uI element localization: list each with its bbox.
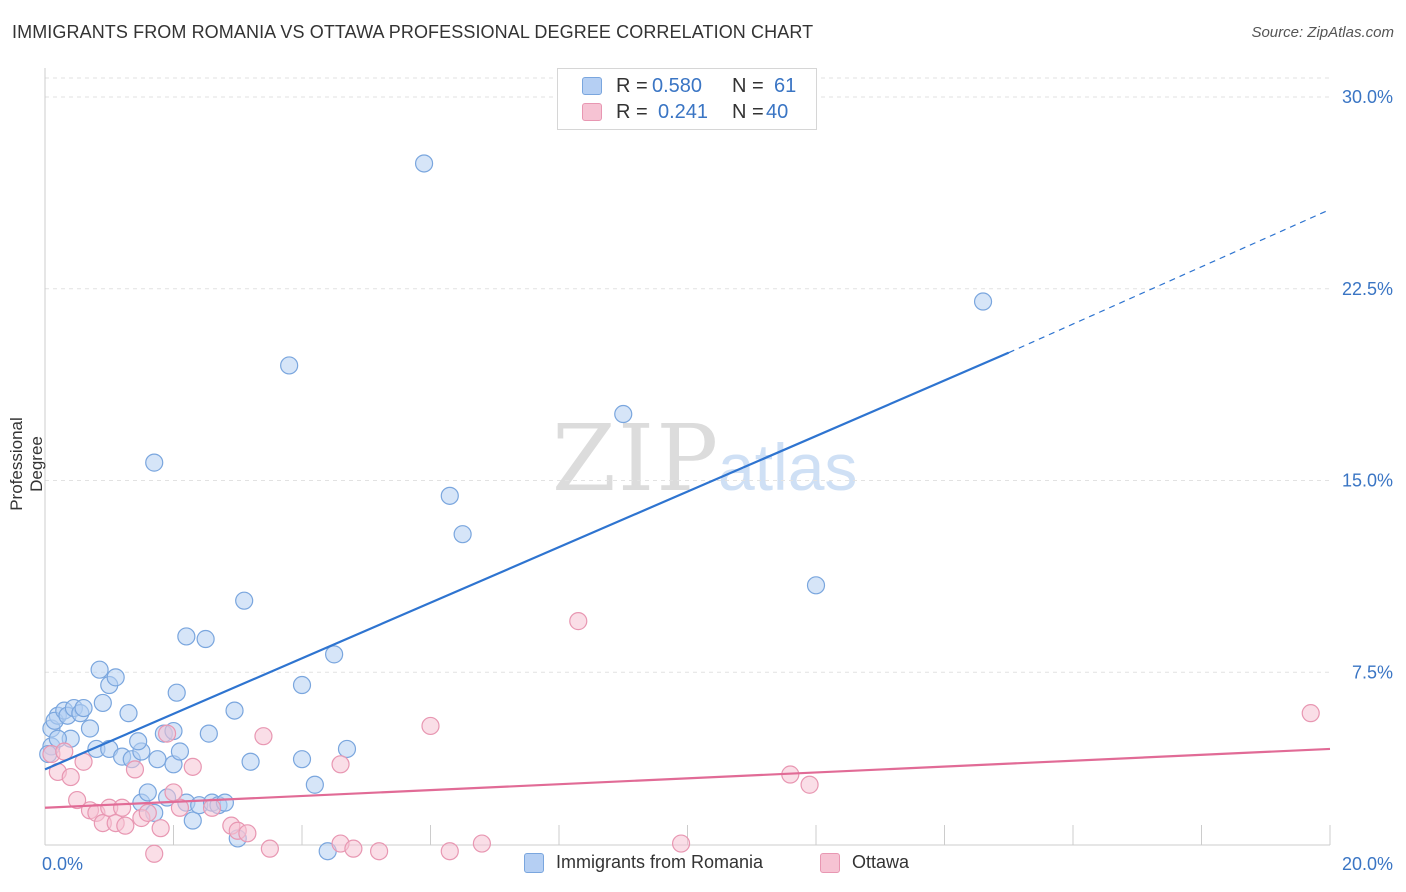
- legend-swatch-pink: [820, 853, 840, 873]
- point-romania: [74, 698, 93, 718]
- point-romania: [129, 732, 148, 751]
- point-ottawa: [116, 816, 135, 835]
- point-romania: [453, 525, 472, 544]
- point-romania: [148, 750, 167, 769]
- point-romania: [106, 668, 125, 687]
- watermark-atlas: atlas: [718, 430, 857, 504]
- point-ottawa: [157, 724, 177, 743]
- n-value: 61: [774, 75, 797, 97]
- point-ottawa: [61, 767, 80, 787]
- point-romania: [806, 576, 826, 595]
- trendline-romania: [44, 351, 1010, 771]
- y-tick-label: 7.5%: [1352, 662, 1393, 682]
- point-romania: [183, 811, 202, 830]
- source-label: Source: ZipAtlas.com: [1251, 24, 1394, 41]
- point-ottawa: [68, 790, 87, 810]
- point-ottawa: [370, 842, 389, 861]
- point-ottawa: [472, 834, 491, 853]
- point-romania: [93, 693, 112, 713]
- point-romania: [292, 750, 312, 769]
- point-ottawa: [112, 798, 132, 817]
- x-tick-label: 20.0%: [1342, 854, 1393, 874]
- point-romania: [167, 683, 186, 702]
- point-romania: [614, 404, 633, 424]
- point-romania: [973, 292, 993, 311]
- legend-label: Ottawa: [852, 852, 910, 872]
- point-ottawa: [164, 783, 183, 802]
- point-romania: [177, 627, 196, 646]
- point-romania: [305, 775, 324, 794]
- legend-label: Immigrants from Romania: [556, 852, 764, 872]
- point-ottawa: [238, 824, 257, 843]
- point-ottawa: [170, 798, 190, 817]
- point-romania: [199, 724, 218, 743]
- point-romania: [170, 742, 190, 761]
- stats-swatch-blue: [582, 77, 602, 95]
- r-label: R =: [616, 75, 648, 97]
- r-value: 0.580: [652, 75, 703, 97]
- x-tick-label: 0.0%: [42, 854, 83, 874]
- point-romania: [440, 486, 459, 505]
- point-romania: [138, 783, 157, 802]
- trendline-romania-extension: [1008, 208, 1331, 354]
- point-romania: [280, 356, 299, 375]
- y-tick-label: 15.0%: [1342, 471, 1393, 491]
- correlation-stats-box: R = 0.580 N = 61 R = 0.241 N = 40: [557, 68, 817, 130]
- point-romania: [414, 154, 434, 173]
- point-romania: [119, 704, 138, 723]
- point-ottawa: [331, 755, 350, 774]
- trendline-ottawa: [44, 747, 1331, 809]
- point-romania: [196, 629, 215, 649]
- point-ottawa: [1301, 704, 1320, 723]
- point-romania: [225, 701, 244, 720]
- watermark-zip: ZIP: [552, 405, 720, 512]
- point-romania: [337, 739, 357, 759]
- point-ottawa: [145, 844, 164, 863]
- point-ottawa: [421, 716, 440, 736]
- point-ottawa: [440, 842, 459, 861]
- r-label: R =: [616, 101, 648, 123]
- n-value: 40: [766, 101, 789, 123]
- point-ottawa: [569, 612, 588, 631]
- y-axis-title: Professional Degree: [7, 417, 46, 511]
- y-tick-label: 30.0%: [1342, 87, 1393, 107]
- y-tick-label: 22.5%: [1342, 279, 1393, 299]
- n-label: N =: [732, 75, 764, 97]
- point-romania: [145, 453, 164, 472]
- point-ottawa: [344, 839, 363, 858]
- point-romania: [241, 752, 260, 771]
- point-romania: [235, 591, 254, 610]
- point-ottawa: [138, 803, 157, 822]
- point-romania: [325, 645, 344, 664]
- point-ottawa: [202, 798, 222, 817]
- legend-swatch-blue: [524, 853, 544, 873]
- point-romania: [292, 675, 312, 695]
- point-romania: [90, 660, 109, 679]
- n-label: N =: [732, 101, 764, 123]
- point-ottawa: [183, 757, 202, 776]
- point-ottawa: [151, 819, 170, 838]
- point-ottawa: [254, 727, 273, 746]
- point-ottawa: [125, 760, 145, 779]
- chart-legend: Immigrants from Romania Ottawa: [0, 851, 1406, 877]
- stats-swatch-pink: [582, 103, 602, 121]
- point-ottawa: [671, 834, 691, 853]
- point-romania: [80, 719, 100, 738]
- point-ottawa: [260, 839, 279, 858]
- r-value: 0.241: [658, 101, 709, 123]
- chart-title: IMMIGRANTS FROM ROMANIA VS OTTAWA PROFES…: [12, 22, 814, 42]
- point-ottawa: [800, 775, 819, 794]
